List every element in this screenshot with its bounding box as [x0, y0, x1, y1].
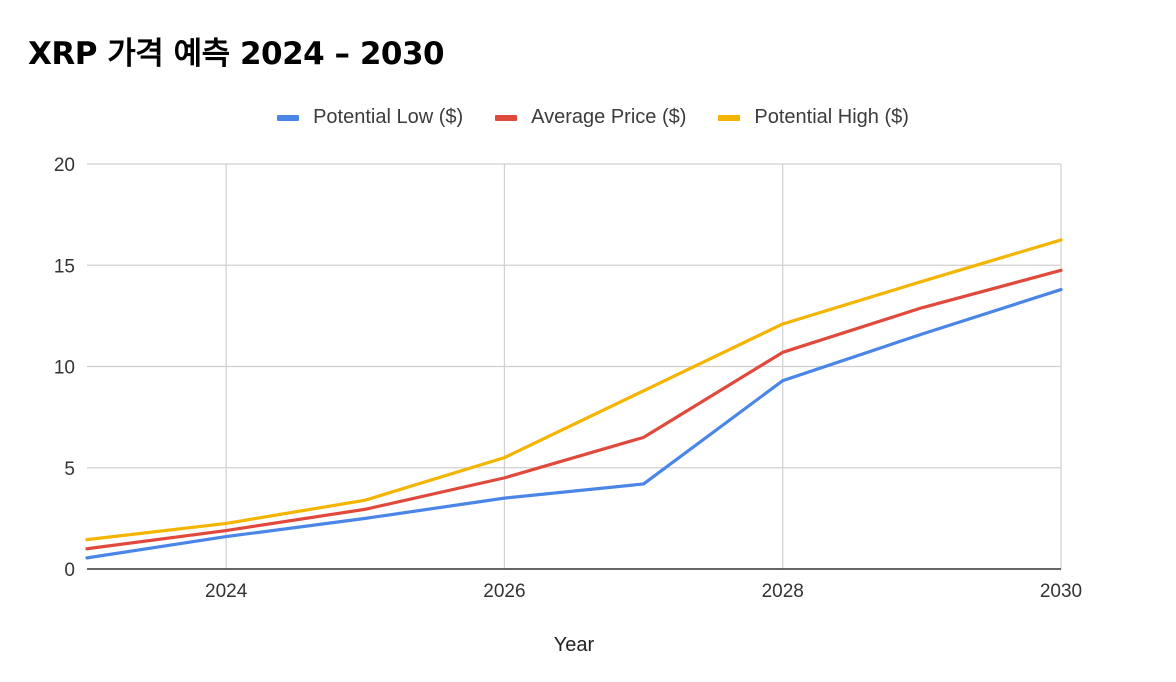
x-tick-label: 2026: [483, 581, 525, 602]
legend-label-potential-low: Potential Low ($): [313, 106, 464, 128]
y-tick-label: 0: [64, 560, 75, 581]
x-tick-label: 2024: [205, 581, 248, 602]
legend-item-potential-high[interactable]: Potential High ($): [718, 106, 909, 129]
legend-swatch-average-price: [495, 114, 518, 121]
x-tick-label: 2030: [1040, 581, 1082, 602]
legend-swatch-potential-low: [277, 114, 300, 121]
y-tick-label: 20: [54, 155, 75, 176]
page-title: XRP 가격 예측 2024 – 2030: [28, 36, 445, 72]
legend-label-potential-high: Potential High ($): [754, 106, 909, 128]
y-tick-label: 15: [54, 256, 75, 277]
y-tick-label: 5: [64, 459, 75, 480]
legend-item-potential-low[interactable]: Potential Low ($): [277, 106, 463, 129]
legend-swatch-potential-high: [718, 114, 741, 121]
x-axis-title: Year: [554, 634, 595, 656]
legend-label-average-price: Average Price ($): [531, 106, 687, 128]
series-line-potential-high: [85, 238, 1063, 542]
legend-item-average-price[interactable]: Average Price ($): [495, 106, 686, 129]
series-line-average-price: [85, 268, 1063, 551]
y-tick-label: 10: [54, 358, 75, 379]
x-tick-label: 2028: [762, 581, 804, 602]
series-line-potential-low: [85, 287, 1063, 560]
chart-legend: Potential Low ($) Average Price ($) Pote…: [0, 106, 1176, 129]
